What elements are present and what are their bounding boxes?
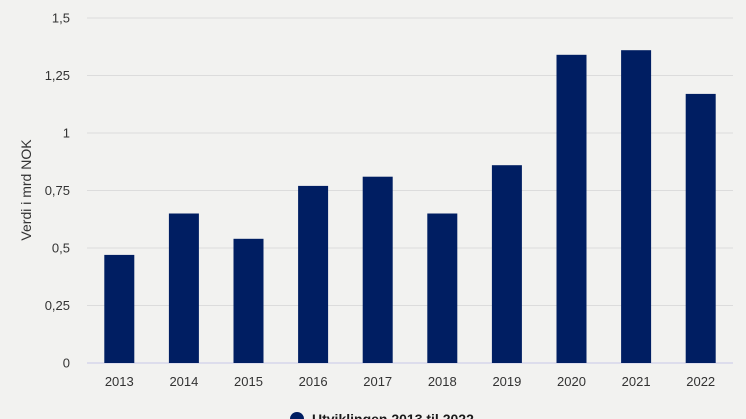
legend-marker [290,412,304,419]
x-tick-label: 2018 [428,374,457,389]
y-tick-label: 0,25 [45,298,70,313]
legend-label: Utviklingen 2013 til 2022 [312,411,474,419]
bar[interactable] [362,176,393,363]
legend[interactable]: Utviklingen 2013 til 2022 [290,411,474,419]
x-tick-label: 2017 [363,374,392,389]
bar[interactable] [556,54,587,364]
y-tick-label: 1,25 [45,68,70,83]
x-tick-label: 2016 [299,374,328,389]
bar[interactable] [298,185,329,363]
bar[interactable] [491,165,522,363]
bar[interactable] [104,254,135,363]
y-tick-label: 0,75 [45,183,70,198]
y-tick-label: 1,5 [52,11,70,26]
x-axis-tick-labels: 2013 2014 2015 2016 2017 2018 2019 2020 2021 2022 [105,374,715,389]
x-tick-label: 2015 [234,374,263,389]
y-tick-label: 0 [63,356,70,371]
x-tick-label: 2020 [557,374,586,389]
bar[interactable] [621,50,652,363]
y-tick-label: 0,5 [52,241,70,256]
x-tick-label: 2021 [622,374,651,389]
bar[interactable] [233,238,264,363]
x-tick-label: 2019 [492,374,521,389]
x-tick-label: 2022 [686,374,715,389]
bars [104,50,716,364]
y-axis-title: Verdi i mrd NOK [18,139,34,241]
bar[interactable] [427,213,458,364]
x-tick-label: 2013 [105,374,134,389]
y-tick-label: 1 [63,126,70,141]
bar[interactable] [685,93,716,364]
bar[interactable] [168,213,199,364]
x-tick-label: 2014 [169,374,198,389]
y-axis-tick-labels: 0 0,25 0,5 0,75 1 1,25 1,5 [45,11,70,371]
